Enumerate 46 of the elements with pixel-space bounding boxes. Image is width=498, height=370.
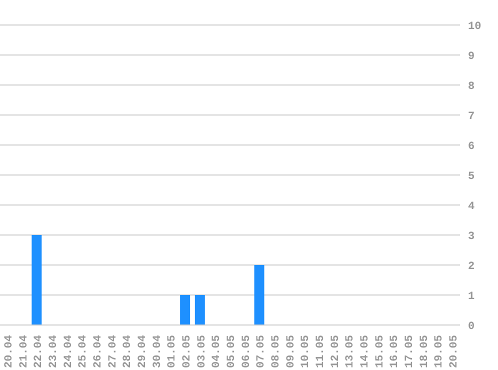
x-tick-label: 18.05	[418, 334, 431, 368]
bar	[32, 235, 42, 325]
y-tick-label: 5	[468, 170, 475, 183]
x-tick-label: 28.04	[122, 334, 134, 368]
x-tick-label: 01.05	[166, 334, 179, 368]
x-tick-label: 20.05	[448, 334, 461, 368]
x-tick-label: 25.04	[78, 334, 90, 368]
x-tick-label: 10.05	[300, 334, 312, 368]
x-tick-label: 13.05	[344, 334, 357, 368]
x-tick-label: 17.05	[404, 334, 416, 368]
x-tick-label: 14.05	[360, 334, 372, 368]
y-tick-label: 8	[468, 80, 475, 93]
x-tick-label: 15.05	[374, 334, 386, 368]
x-tick-label: 26.04	[92, 334, 104, 368]
y-tick-label: 1	[468, 290, 475, 303]
x-tick-label: 21.04	[18, 334, 30, 368]
x-tick-label: 03.05	[196, 334, 208, 368]
x-tick-label: 12.05	[330, 334, 342, 368]
y-tick-label: 9	[468, 50, 475, 63]
x-tick-label: 19.05	[434, 334, 446, 368]
y-tick-label: 10	[468, 20, 482, 33]
y-tick-label: 2	[468, 260, 475, 273]
y-tick-label: 3	[468, 230, 475, 243]
bar	[180, 295, 190, 325]
x-tick-label: 09.05	[285, 334, 298, 368]
x-tick-label: 06.05	[240, 334, 253, 368]
x-tick-label: 08.05	[270, 334, 283, 368]
x-tick-label: 30.04	[152, 334, 164, 368]
bar	[194, 295, 205, 325]
x-tick-label: 16.05	[389, 334, 402, 368]
x-tick-label: 04.05	[211, 334, 224, 368]
y-tick-label: 0	[468, 320, 475, 333]
x-tick-label: 29.04	[136, 334, 149, 368]
x-tick-label: 22.04	[33, 334, 46, 368]
y-tick-label: 7	[468, 110, 475, 123]
x-tick-label: 27.04	[107, 334, 120, 368]
bar	[254, 265, 264, 325]
x-tick-label: 23.04	[48, 334, 60, 368]
x-tick-label: 02.05	[181, 334, 194, 368]
x-tick-label: 05.05	[226, 334, 238, 368]
y-tick-label: 6	[468, 140, 475, 153]
x-tick-label: 20.04	[3, 334, 16, 368]
x-tick-label: 24.04	[62, 334, 75, 368]
x-tick-label: 11.05	[315, 334, 328, 368]
x-tick-label: 07.05	[256, 334, 268, 368]
y-tick-label: 4	[468, 200, 475, 213]
